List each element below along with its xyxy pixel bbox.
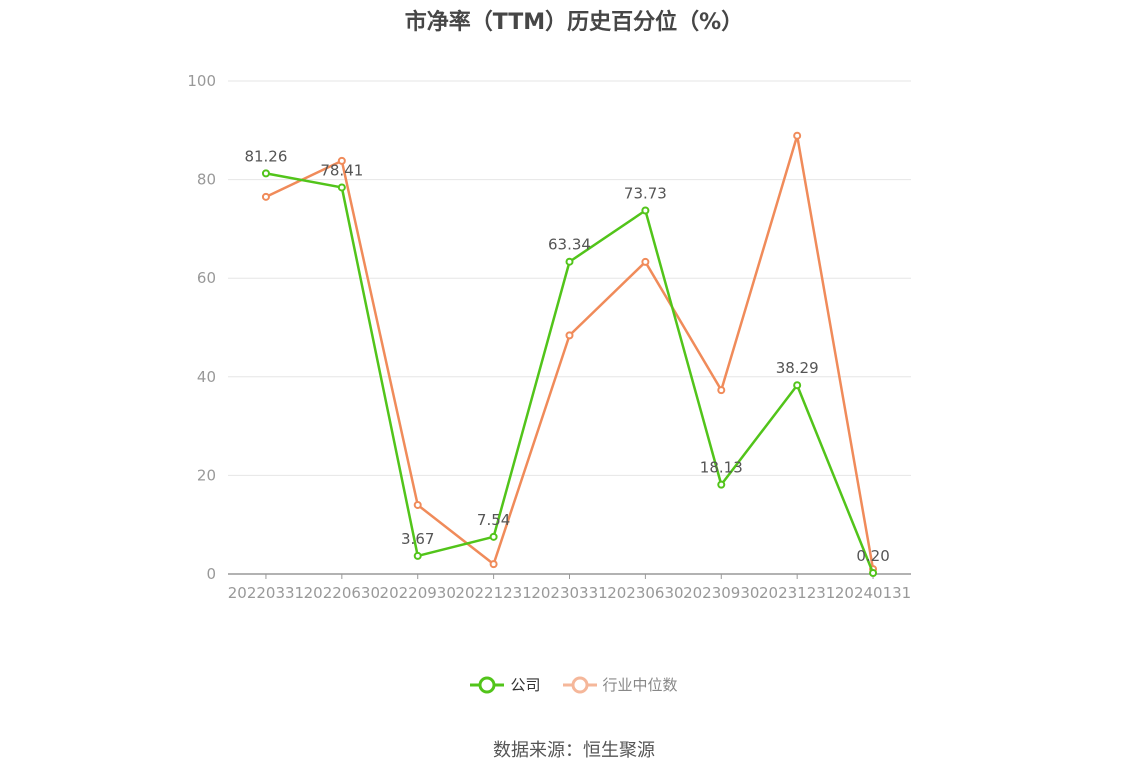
x-tick-label: 20220630: [304, 584, 380, 602]
data-label: 81.26: [244, 147, 287, 165]
y-tick-label: 100: [187, 72, 216, 90]
data-point: [413, 551, 422, 560]
data-point: [641, 206, 650, 215]
data-point: [793, 381, 802, 390]
chart-title: 市净率（TTM）历史百分位（%）: [404, 10, 744, 35]
data-label: 3.67: [401, 530, 434, 548]
legend-label-company: 公司: [510, 676, 541, 694]
x-tick-label: 20231231: [759, 584, 835, 602]
data-point: [641, 257, 650, 266]
y-tick-label: 20: [197, 466, 216, 484]
data-label: 7.54: [477, 511, 510, 529]
axes: 0 20 40 60 80 100 20220331 20220630 20220930 2022…: [187, 72, 911, 602]
y-tick-label: 40: [197, 368, 216, 386]
y-tick-label: 80: [197, 171, 216, 189]
legend-label-industry-median: 行业中位数: [602, 676, 678, 694]
legend-item-company[interactable]: 公司: [470, 674, 541, 695]
legend-item-industry-median[interactable]: 行业中位数: [562, 674, 678, 695]
legend-marker-icon: [470, 676, 505, 693]
data-point: [261, 192, 270, 201]
data-point: [793, 131, 802, 140]
x-tick-label: 20240131: [835, 584, 911, 602]
x-tick-label: 20230331: [531, 584, 607, 602]
data-point: [717, 480, 726, 489]
data-point: [565, 257, 574, 266]
data-point: [489, 532, 498, 541]
x-tick-label: 20221231: [455, 584, 531, 602]
data-point: [413, 500, 422, 509]
data-point: [261, 169, 270, 178]
data-label: 38.29: [776, 359, 819, 377]
data-source-note: 数据来源：恒生聚源: [493, 740, 655, 761]
data-point: [337, 183, 346, 192]
legend: 公司 行业中位数: [0, 674, 1148, 695]
x-tick-label: 20230930: [683, 584, 759, 602]
x-tick-label: 20220930: [380, 584, 456, 602]
data-label: 63.34: [548, 236, 591, 254]
data-point: [869, 569, 878, 578]
data-labels: 81.26 78.41 3.67 7.54 63.34 73.73 18.13 38.29 0.…: [244, 147, 889, 565]
data-label: 78.41: [320, 161, 363, 179]
data-point: [565, 331, 574, 340]
series-line-industry-median: [265, 134, 875, 570]
legend-marker-icon: [562, 676, 597, 693]
data-point: [717, 386, 726, 395]
y-tick-label: 60: [197, 269, 216, 287]
x-tick-label: 20220331: [228, 584, 304, 602]
data-label: 73.73: [624, 185, 667, 203]
data-label: 18.13: [700, 459, 743, 477]
series-lines: [261, 131, 878, 578]
data-point: [489, 560, 498, 569]
data-label: 0.20: [856, 547, 889, 565]
y-tick-label: 0: [206, 565, 216, 583]
data-point: [337, 156, 346, 165]
grid-lines: [228, 80, 911, 476]
x-tick-label: 20230630: [607, 584, 683, 602]
